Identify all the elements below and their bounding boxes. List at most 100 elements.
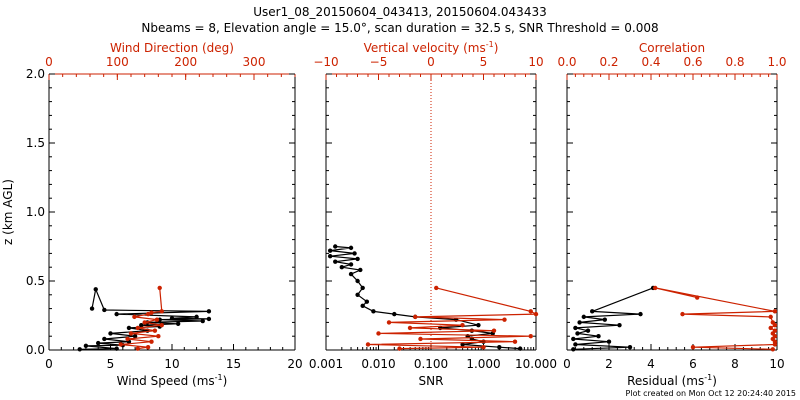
- panel2-series-1-point: [460, 322, 465, 328]
- panel2-top-tick-label: −10: [313, 55, 338, 69]
- panel2-series-1-point: [407, 325, 413, 331]
- panel2-bottom-tick-label: 0.100: [414, 357, 448, 371]
- panel3-bottom-axis-label-close: ): [712, 374, 717, 388]
- panel2-top-tick-label: 5: [480, 55, 488, 69]
- panel3-bottom-tick-label: 0: [563, 357, 571, 371]
- panel3-series-0-point: [573, 342, 578, 347]
- panel3-series-1-point: [653, 285, 658, 291]
- panel2-series-1-point: [491, 328, 497, 333]
- panel1-series-1-point: [154, 317, 160, 322]
- panel3-series-1-point: [680, 311, 685, 317]
- panel3-bottom-tick-label: 8: [731, 357, 739, 371]
- panel1-top-tick-label: 100: [106, 55, 129, 69]
- panel1-series-0-point: [139, 322, 144, 328]
- panel2-series-1-point: [533, 311, 539, 317]
- panel1-y-tick-label: 1.0: [26, 205, 45, 219]
- panel3-bottom-tick-label: 4: [647, 357, 655, 371]
- panel3-top-tick-label: 0.8: [725, 55, 744, 69]
- panel2-series-1-point: [413, 314, 418, 320]
- panel1-bottom-tick-label: 15: [226, 357, 241, 371]
- panel1-series-1-point: [159, 322, 164, 328]
- panel1-series-1-point: [132, 314, 137, 320]
- plot-created-footer: Plot created on Mon Oct 12 20:24:40 2015: [626, 389, 796, 398]
- panel2-series-1-point: [481, 345, 486, 350]
- panel1-bottom-tick-label: 5: [107, 357, 115, 371]
- panel1-bottom-tick-label: 0: [45, 357, 53, 371]
- panel3-series-1-point: [770, 320, 775, 325]
- panel3-bottom-tick-label: 6: [689, 357, 697, 371]
- panel1-series-1-point: [135, 325, 141, 331]
- panel3-series-0-point: [571, 336, 576, 342]
- panel2-series-1-point: [418, 336, 423, 342]
- panel1-series-1-point: [135, 346, 141, 351]
- panel1-series-1-point: [152, 328, 158, 333]
- panel2-series-0-point: [497, 345, 502, 350]
- panel2-series-1-line: [367, 287, 537, 350]
- panel1-y-tick-label: 0.0: [26, 343, 45, 357]
- panel2-series-0-point: [348, 262, 354, 267]
- panel2-series-0-point: [355, 256, 360, 262]
- panel1-series-1-point: [149, 310, 154, 315]
- panel2-series-0-point: [327, 248, 333, 253]
- panel3-top-tick-label: 0.0: [557, 55, 576, 69]
- panel3-bottom-tick-label: 2: [605, 357, 613, 371]
- panel2-series-0-point: [339, 265, 345, 270]
- panel2-series-0-point: [360, 303, 365, 309]
- panel2-bottom-tick-label: 0.010: [361, 357, 395, 371]
- panel3-series-0-point: [590, 309, 595, 314]
- panel1-series-0-point: [114, 346, 119, 351]
- panel2-series-0-point: [352, 251, 357, 256]
- panel2-series-0-point: [333, 244, 338, 249]
- panel1-y-axis-label: z (km AGL): [1, 179, 15, 245]
- panel2-series-1-point: [528, 334, 533, 339]
- panel2-series-1-point: [376, 331, 381, 336]
- panel1-series-0-point: [114, 311, 119, 317]
- panel2-series-0-point: [348, 245, 354, 251]
- panel1-y-tick-label: 0.5: [26, 274, 45, 288]
- panel2-top-axis-label-close: ): [494, 41, 499, 55]
- panel1-bottom-axis-label-exponent: -1: [215, 373, 223, 382]
- panel1-series-1-point: [145, 311, 151, 317]
- panel3-series-0-point: [617, 322, 622, 328]
- panel3-series-0-point: [573, 325, 578, 331]
- panel2-bottom-axis-label: SNR: [419, 374, 444, 388]
- panel2-bottom-tick-label: 1.000: [466, 357, 500, 371]
- panel3-bottom-axis-label-exponent: -1: [704, 373, 712, 382]
- figure-subtitle: Nbeams = 8, Elevation angle = 15.0°, sca…: [141, 21, 658, 35]
- panel1-series-0-point: [77, 347, 82, 352]
- panel2-series-0-point: [476, 322, 481, 328]
- panel1-bottom-axis-label-close: ): [223, 374, 228, 388]
- panel1-series-0-point: [102, 307, 107, 313]
- panel3-series-0-point: [638, 311, 643, 317]
- panel3-top-tick-label: 0.6: [683, 55, 702, 69]
- panel3-series-1-line: [655, 287, 776, 350]
- panel3-series-0-point: [585, 328, 591, 333]
- panel1-series-0-point: [96, 340, 101, 346]
- panel1-series-1-point: [128, 331, 134, 336]
- panel3-bottom-tick-label: 10: [769, 357, 784, 371]
- panel3-top-tick-label: 1.0: [767, 55, 786, 69]
- panel1-series-1-point: [142, 320, 147, 325]
- panel2-group: 0.001 0.010 0.100 1.000 10.000 −10 −5 0 5 10 SNR Ve…: [309, 40, 557, 388]
- panel2-series-1-point: [386, 320, 392, 325]
- panel3-series-0-point: [575, 331, 580, 336]
- panel2-series-0-point: [355, 292, 360, 297]
- panel3-series-0-point: [602, 317, 607, 322]
- panel1-series-0-point: [206, 316, 212, 322]
- panel2-series-0-point: [517, 346, 523, 351]
- panel1-series-1-point: [118, 342, 123, 347]
- panel2-series-1-point: [434, 285, 439, 291]
- panel1-y-tick-label: 2.0: [26, 67, 45, 81]
- panel1-series-0-point: [102, 336, 107, 342]
- panel1-series-0-point: [194, 314, 199, 320]
- panel1-series-1-point: [156, 334, 161, 339]
- panel3-series-1-point: [772, 328, 778, 333]
- panel1-bottom-tick-label: 20: [287, 357, 302, 371]
- panel2-top-tick-label: −5: [370, 55, 388, 69]
- panel1-series-0-point: [89, 306, 95, 311]
- panel1-series-0-point: [175, 321, 181, 326]
- panel2-series-0-point: [364, 299, 370, 304]
